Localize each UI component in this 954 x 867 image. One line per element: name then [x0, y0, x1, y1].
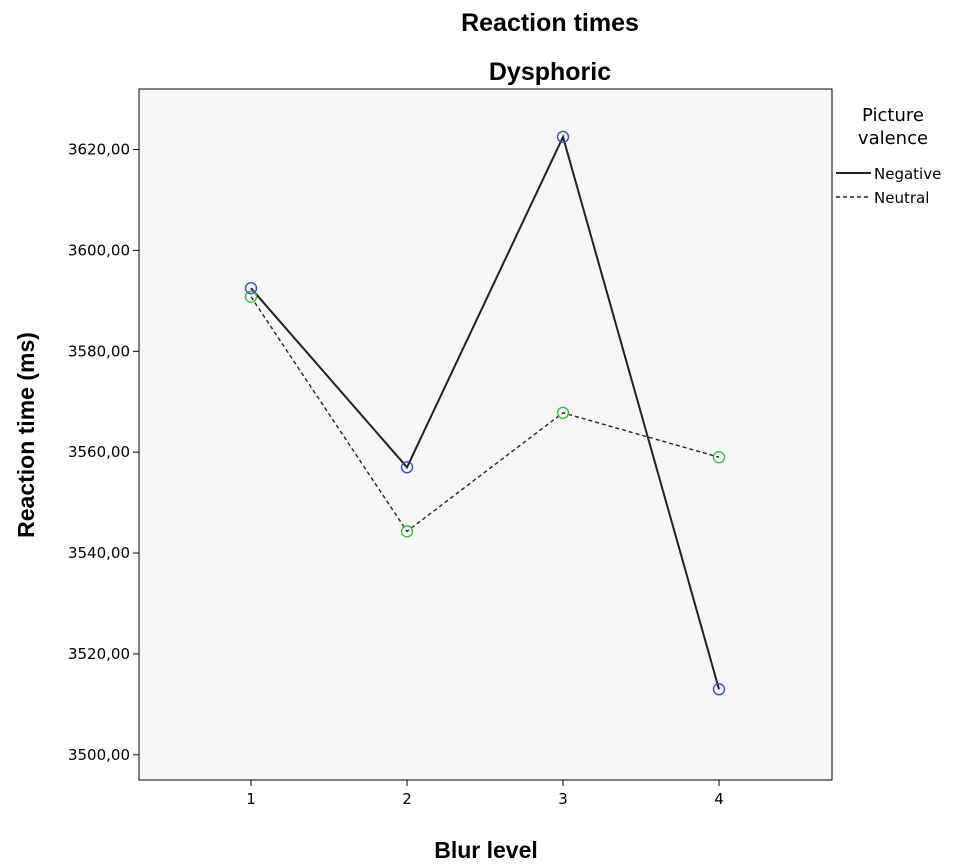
x-tick-label: 2: [402, 790, 412, 808]
data-point-negative: [400, 461, 414, 474]
plot-area: [138, 88, 833, 781]
y-axis: 3500,00 3520,00 3540,00 3560,00 3580,00 3600,…: [68, 141, 139, 764]
x-tick-label: 3: [558, 790, 568, 808]
data-point-negative: [712, 683, 726, 696]
legend: Picture valence Negative Neutral: [836, 105, 941, 207]
legend-title-line-1: Picture: [862, 105, 924, 126]
y-axis-title: Reaction time (ms): [13, 332, 39, 538]
data-point-negative: [244, 282, 258, 295]
data-point-negative: [556, 130, 570, 144]
series-line-neutral: [250, 296, 720, 533]
chart-subtitle: Dysphoric: [489, 58, 611, 86]
series-line-negative: [250, 134, 720, 690]
y-tick-label: 3520,00: [68, 645, 130, 663]
y-tick-label: 3540,00: [68, 544, 130, 562]
data-point-neutral: [556, 406, 570, 420]
x-axis-title: Blur level: [434, 837, 538, 863]
y-tick-label: 3600,00: [68, 241, 130, 259]
x-tick-label: 1: [246, 790, 256, 808]
y-tick-label: 3560,00: [68, 443, 130, 461]
series-layer: [244, 130, 726, 696]
x-tick-label: 4: [714, 790, 724, 808]
legend-title-line-2: valence: [858, 128, 928, 149]
y-tick-label: 3620,00: [68, 141, 130, 159]
x-axis: 1 2 3 4: [246, 780, 724, 808]
legend-label-neutral: Neutral: [874, 189, 929, 207]
y-tick-label: 3500,00: [68, 746, 130, 764]
y-tick-label: 3580,00: [68, 342, 130, 360]
chart-title: Reaction times: [461, 9, 639, 37]
data-point-neutral: [712, 450, 726, 464]
data-point-neutral: [400, 525, 414, 538]
series-negative: [250, 134, 720, 690]
data-point-neutral: [244, 290, 258, 304]
legend-label-negative: Negative: [874, 165, 941, 183]
series-neutral: [250, 296, 720, 533]
